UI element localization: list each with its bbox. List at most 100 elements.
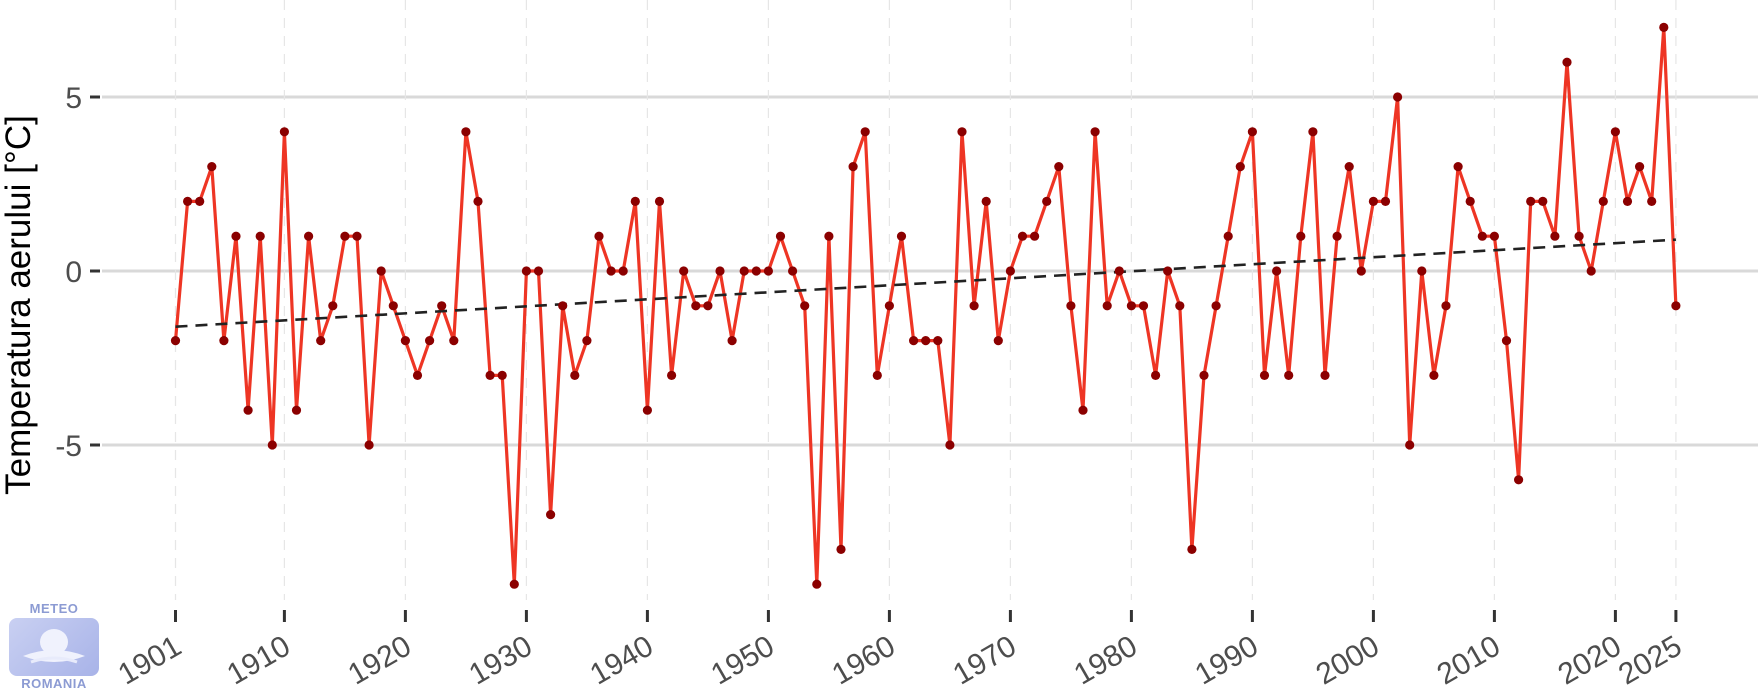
data-point-2023: [1647, 196, 1657, 206]
data-point-2007: [1453, 162, 1463, 172]
data-point-2008: [1465, 196, 1475, 206]
data-point-2003: [1405, 440, 1415, 450]
data-point-1946: [715, 266, 725, 276]
data-point-1968: [981, 196, 991, 206]
data-point-1944: [691, 301, 701, 311]
data-point-1979: [1114, 266, 1124, 276]
series-line: [173, 25, 1678, 586]
data-point-1971: [1017, 231, 1028, 241]
data-point-1988: [1223, 231, 1233, 241]
data-point-1959: [872, 370, 882, 380]
data-point-1901: [170, 336, 181, 346]
data-point-1912: [304, 231, 314, 241]
data-point-1941: [654, 196, 665, 206]
data-point-1950: [763, 266, 774, 276]
x-tick-label: 1990: [1190, 629, 1264, 691]
data-point-1928: [497, 370, 507, 380]
x-tick-label: 1980: [1069, 629, 1143, 691]
data-point-2024: [1659, 22, 1669, 32]
data-point-1951: [775, 231, 786, 241]
data-point-2011: [1501, 336, 1512, 346]
data-point-1978: [1102, 301, 1112, 311]
data-point-1964: [933, 336, 943, 346]
logo-top-text: METEO: [29, 601, 79, 616]
data-points: [170, 22, 1681, 589]
data-point-1939: [630, 196, 640, 206]
data-point-1945: [703, 301, 713, 311]
series-temperature: [173, 25, 1678, 586]
data-point-1926: [473, 196, 483, 206]
data-point-1953: [800, 301, 810, 311]
x-tick-label: 1920: [343, 629, 417, 691]
data-point-1954: [812, 579, 822, 589]
data-point-1907: [243, 405, 253, 415]
data-point-2020: [1610, 127, 1620, 137]
data-point-1955: [824, 231, 834, 241]
data-point-1938: [618, 266, 628, 276]
data-point-1922: [425, 336, 435, 346]
x-tick-label: 1930: [464, 629, 538, 691]
x-tick-label: 1960: [827, 629, 901, 691]
trend-line: [175, 238, 1676, 328]
data-point-2002: [1393, 92, 1403, 102]
data-point-2021: [1622, 196, 1633, 206]
x-tick-label: 2000: [1311, 629, 1385, 691]
data-point-1914: [328, 301, 338, 311]
data-point-1908: [255, 231, 265, 241]
data-point-2001: [1380, 196, 1391, 206]
data-point-2022: [1635, 162, 1645, 172]
data-point-1984: [1175, 301, 1185, 311]
data-point-1963: [921, 336, 931, 346]
data-point-1961: [896, 231, 907, 241]
x-tick-label: 2025: [1613, 629, 1687, 691]
data-point-1992: [1272, 266, 1282, 276]
data-point-1919: [388, 301, 398, 311]
data-point-1983: [1163, 266, 1173, 276]
data-point-1916: [352, 231, 362, 241]
data-point-1905: [219, 336, 229, 346]
data-point-1956: [836, 544, 846, 555]
data-point-1970: [1005, 266, 1016, 276]
x-tick-label: 2010: [1432, 629, 1506, 691]
data-point-1906: [231, 231, 241, 241]
data-point-2025: [1671, 301, 1681, 311]
data-point-1972: [1030, 231, 1040, 241]
x-tick-label: 1910: [222, 629, 296, 691]
data-point-1909: [267, 440, 277, 450]
data-point-1927: [485, 370, 495, 380]
data-point-1966: [957, 127, 967, 137]
data-point-1918: [376, 266, 386, 276]
data-point-1996: [1320, 370, 1330, 380]
y-tick-label: 5: [65, 82, 82, 115]
data-point-1943: [679, 266, 689, 276]
data-point-2016: [1562, 57, 1572, 67]
data-point-1977: [1090, 127, 1100, 137]
data-point-1965: [945, 440, 955, 450]
data-point-1911: [291, 405, 302, 415]
data-point-1987: [1211, 301, 1221, 311]
data-point-1904: [207, 162, 217, 172]
data-point-1958: [860, 127, 870, 137]
data-point-1924: [449, 336, 459, 346]
data-point-1990: [1247, 127, 1257, 137]
data-point-2017: [1574, 231, 1584, 241]
data-point-1991: [1259, 370, 1270, 380]
data-point-1995: [1308, 127, 1318, 137]
logo-emblem-icon: [9, 618, 99, 676]
logo-bottom-text: ROMANIA: [21, 676, 87, 691]
y-tick-label: -5: [55, 430, 82, 463]
data-point-1929: [509, 579, 519, 589]
data-point-1998: [1344, 162, 1354, 172]
data-point-1902: [183, 196, 193, 206]
y-tick-label: 0: [65, 256, 82, 289]
x-tick-label: 1970: [948, 629, 1022, 691]
x-tick-label: 1901: [113, 629, 187, 691]
data-point-1923: [437, 301, 447, 311]
data-point-1974: [1054, 162, 1064, 172]
data-point-1994: [1296, 231, 1306, 241]
meteo-romania-logo: METEO ROMANIA: [6, 602, 102, 695]
data-point-1937: [606, 266, 616, 276]
data-point-1948: [739, 266, 749, 276]
data-point-1925: [461, 127, 471, 137]
